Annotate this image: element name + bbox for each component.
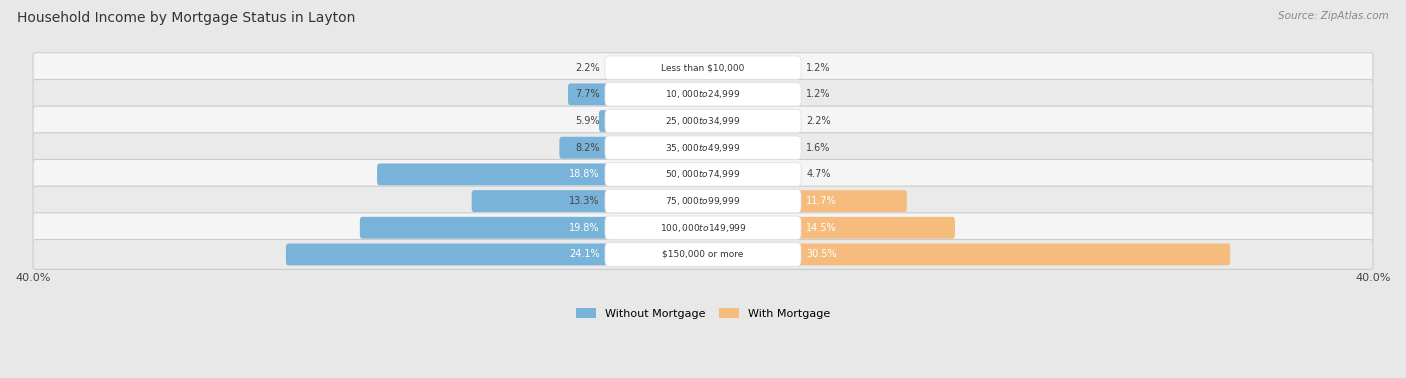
FancyBboxPatch shape bbox=[794, 190, 907, 212]
FancyBboxPatch shape bbox=[605, 243, 801, 266]
Legend: Without Mortgage, With Mortgage: Without Mortgage, With Mortgage bbox=[572, 304, 834, 324]
Text: 2.2%: 2.2% bbox=[575, 63, 600, 73]
Text: $25,000 to $34,999: $25,000 to $34,999 bbox=[665, 115, 741, 127]
FancyBboxPatch shape bbox=[34, 240, 1372, 270]
Text: 30.5%: 30.5% bbox=[806, 249, 837, 259]
FancyBboxPatch shape bbox=[700, 163, 786, 185]
Text: 24.1%: 24.1% bbox=[569, 249, 600, 259]
Text: 1.6%: 1.6% bbox=[806, 143, 831, 153]
Text: Household Income by Mortgage Status in Layton: Household Income by Mortgage Status in L… bbox=[17, 11, 356, 25]
Text: 13.3%: 13.3% bbox=[569, 196, 600, 206]
FancyBboxPatch shape bbox=[605, 189, 801, 213]
Text: 40.0%: 40.0% bbox=[15, 273, 51, 283]
Text: 19.8%: 19.8% bbox=[569, 223, 600, 233]
FancyBboxPatch shape bbox=[794, 217, 955, 239]
FancyBboxPatch shape bbox=[34, 79, 1372, 109]
FancyBboxPatch shape bbox=[34, 160, 1372, 189]
FancyBboxPatch shape bbox=[568, 84, 612, 105]
FancyBboxPatch shape bbox=[605, 216, 801, 240]
FancyBboxPatch shape bbox=[605, 109, 801, 133]
Text: 5.9%: 5.9% bbox=[575, 116, 600, 126]
FancyBboxPatch shape bbox=[560, 137, 612, 159]
Text: 8.2%: 8.2% bbox=[575, 143, 600, 153]
FancyBboxPatch shape bbox=[471, 190, 612, 212]
FancyBboxPatch shape bbox=[34, 106, 1372, 136]
Text: Source: ZipAtlas.com: Source: ZipAtlas.com bbox=[1278, 11, 1389, 21]
FancyBboxPatch shape bbox=[700, 84, 727, 105]
FancyBboxPatch shape bbox=[605, 136, 801, 160]
Text: $50,000 to $74,999: $50,000 to $74,999 bbox=[665, 169, 741, 180]
FancyBboxPatch shape bbox=[34, 213, 1372, 243]
Text: 1.2%: 1.2% bbox=[806, 63, 831, 73]
Text: 1.2%: 1.2% bbox=[806, 89, 831, 99]
FancyBboxPatch shape bbox=[377, 163, 612, 185]
FancyBboxPatch shape bbox=[605, 163, 801, 186]
FancyBboxPatch shape bbox=[34, 53, 1372, 83]
FancyBboxPatch shape bbox=[605, 56, 801, 79]
FancyBboxPatch shape bbox=[700, 57, 727, 79]
Text: $75,000 to $99,999: $75,000 to $99,999 bbox=[665, 195, 741, 207]
Text: $10,000 to $24,999: $10,000 to $24,999 bbox=[665, 88, 741, 101]
Text: 18.8%: 18.8% bbox=[569, 169, 600, 180]
FancyBboxPatch shape bbox=[605, 83, 801, 106]
FancyBboxPatch shape bbox=[360, 217, 612, 239]
Text: 14.5%: 14.5% bbox=[806, 223, 837, 233]
FancyBboxPatch shape bbox=[700, 110, 744, 132]
Text: 40.0%: 40.0% bbox=[1355, 273, 1391, 283]
Text: 4.7%: 4.7% bbox=[806, 169, 831, 180]
FancyBboxPatch shape bbox=[700, 137, 733, 159]
Text: Less than $10,000: Less than $10,000 bbox=[661, 63, 745, 72]
Text: $35,000 to $49,999: $35,000 to $49,999 bbox=[665, 142, 741, 154]
Text: 2.2%: 2.2% bbox=[806, 116, 831, 126]
FancyBboxPatch shape bbox=[34, 186, 1372, 216]
Text: 11.7%: 11.7% bbox=[806, 196, 837, 206]
FancyBboxPatch shape bbox=[662, 57, 706, 79]
Text: $100,000 to $149,999: $100,000 to $149,999 bbox=[659, 222, 747, 234]
Text: 7.7%: 7.7% bbox=[575, 89, 600, 99]
FancyBboxPatch shape bbox=[285, 243, 612, 265]
FancyBboxPatch shape bbox=[794, 243, 1230, 265]
Text: $150,000 or more: $150,000 or more bbox=[662, 250, 744, 259]
FancyBboxPatch shape bbox=[599, 110, 612, 132]
FancyBboxPatch shape bbox=[34, 133, 1372, 163]
